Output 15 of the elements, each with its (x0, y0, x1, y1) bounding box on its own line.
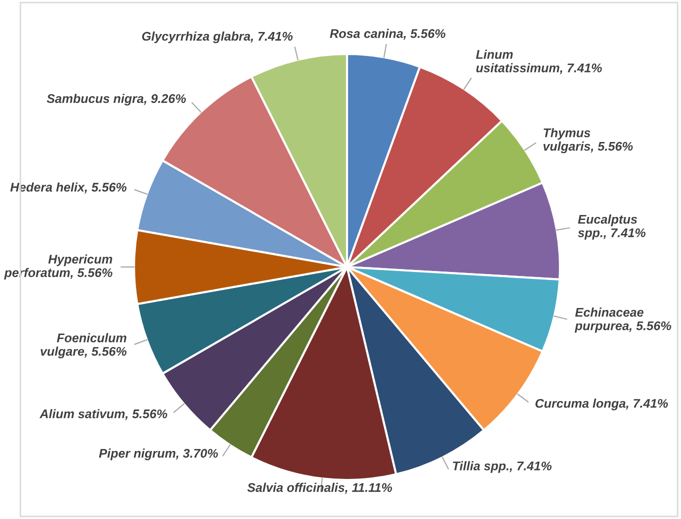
slice-label: Rosa canina, 5.56% (330, 28, 446, 40)
slice-label: Thymus vulgaris, 5.56% (543, 128, 633, 154)
slice-label: Curcuma longa, 7.41% (536, 398, 668, 410)
slice-label: Alium sativum, 5.56% (39, 409, 168, 420)
slice-label: Hedera helix, 5.56% (10, 182, 126, 194)
slice-label: Hypericum perforatum, 5.56% (4, 254, 112, 280)
slice-label: Echinaceae purpurea, 5.56% (574, 308, 672, 333)
slice-label: Tillia spp., 7.41% (452, 461, 552, 473)
slice-label: Sambucus nigra, 9.26% (46, 94, 186, 106)
slice-label: Piper nigrum, 3.70% (99, 448, 218, 460)
slice-label: Foeniculum vulgare, 5.56% (40, 333, 126, 358)
slice-label: Linum usitatissimum, 7.41% (476, 50, 602, 74)
slice-label: Eucalptus spp., 7.41% (578, 214, 646, 240)
slice-label: Salvia officinalis, 11.11% (247, 482, 392, 494)
slice-label: Glycyrrhiza glabra, 7.41% (142, 32, 293, 44)
